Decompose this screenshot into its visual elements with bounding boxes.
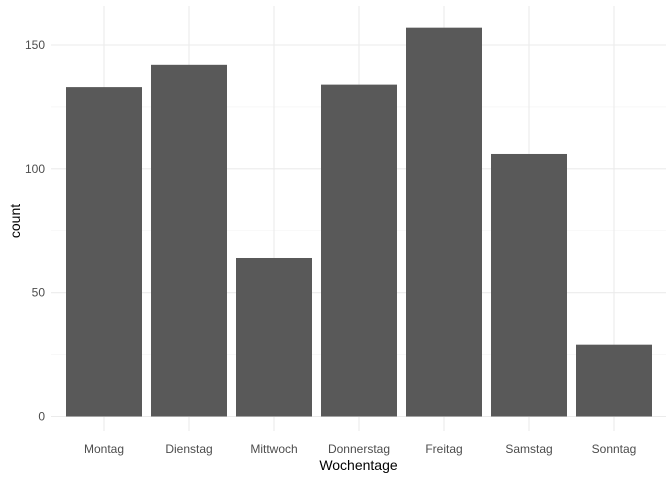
bar-montag: [66, 87, 142, 417]
y-tick-label: 0: [38, 410, 45, 424]
bar-mittwoch: [236, 257, 312, 417]
bar-samstag: [491, 153, 567, 417]
x-tick-labels: Montag Dienstag Mittwoch Donnerstag Freitag S…: [84, 442, 636, 456]
bar-dienstag: [151, 64, 227, 417]
y-axis-title: count: [7, 204, 23, 238]
y-tick-label: 100: [25, 162, 45, 176]
x-tick-label: Samstag: [505, 442, 552, 456]
bar-freitag: [406, 27, 482, 417]
x-tick-label: Mittwoch: [250, 442, 297, 456]
bar-donnerstag: [321, 84, 397, 417]
bar-sonntag: [576, 344, 652, 417]
y-tick-label: 150: [25, 38, 45, 52]
bars: [66, 27, 652, 417]
x-tick-label: Freitag: [425, 442, 462, 456]
y-tick-labels: 0 50 100 150: [25, 38, 45, 424]
x-tick-label: Donnerstag: [328, 442, 390, 456]
x-tick-label: Montag: [84, 442, 124, 456]
x-tick-label: Dienstag: [165, 442, 212, 456]
y-tick-label: 50: [32, 286, 46, 300]
x-axis-title: Wochentage: [319, 457, 398, 473]
x-tick-label: Sonntag: [592, 442, 637, 456]
